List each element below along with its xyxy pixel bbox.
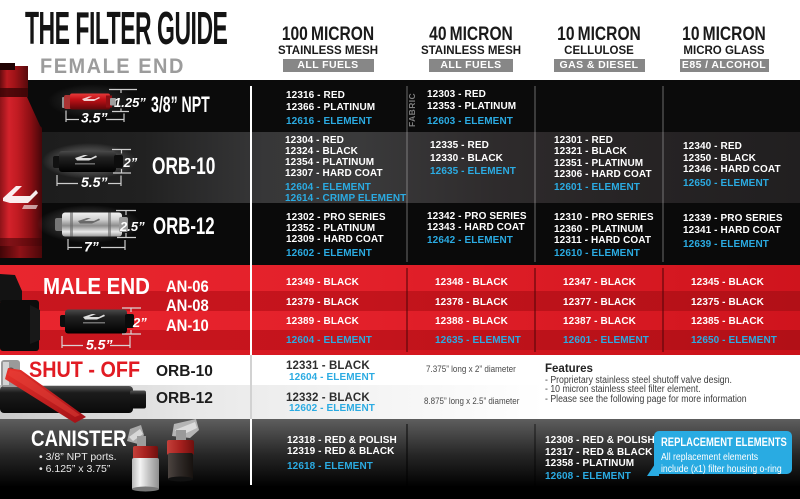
svg-text:5.5”: 5.5” — [86, 337, 112, 353]
svg-text:2”: 2” — [132, 315, 147, 330]
svg-text:2.5”: 2.5” — [119, 219, 145, 234]
svg-text:5.5”: 5.5” — [81, 174, 107, 190]
svg-text:7”: 7” — [84, 239, 99, 255]
svg-text:3.5”: 3.5” — [81, 110, 107, 126]
svg-text:2”: 2” — [123, 155, 138, 170]
svg-text:1.25”: 1.25” — [114, 95, 146, 110]
